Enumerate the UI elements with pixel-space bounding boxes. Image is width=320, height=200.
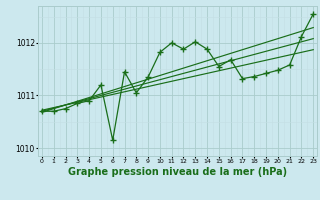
X-axis label: Graphe pression niveau de la mer (hPa): Graphe pression niveau de la mer (hPa) xyxy=(68,167,287,177)
